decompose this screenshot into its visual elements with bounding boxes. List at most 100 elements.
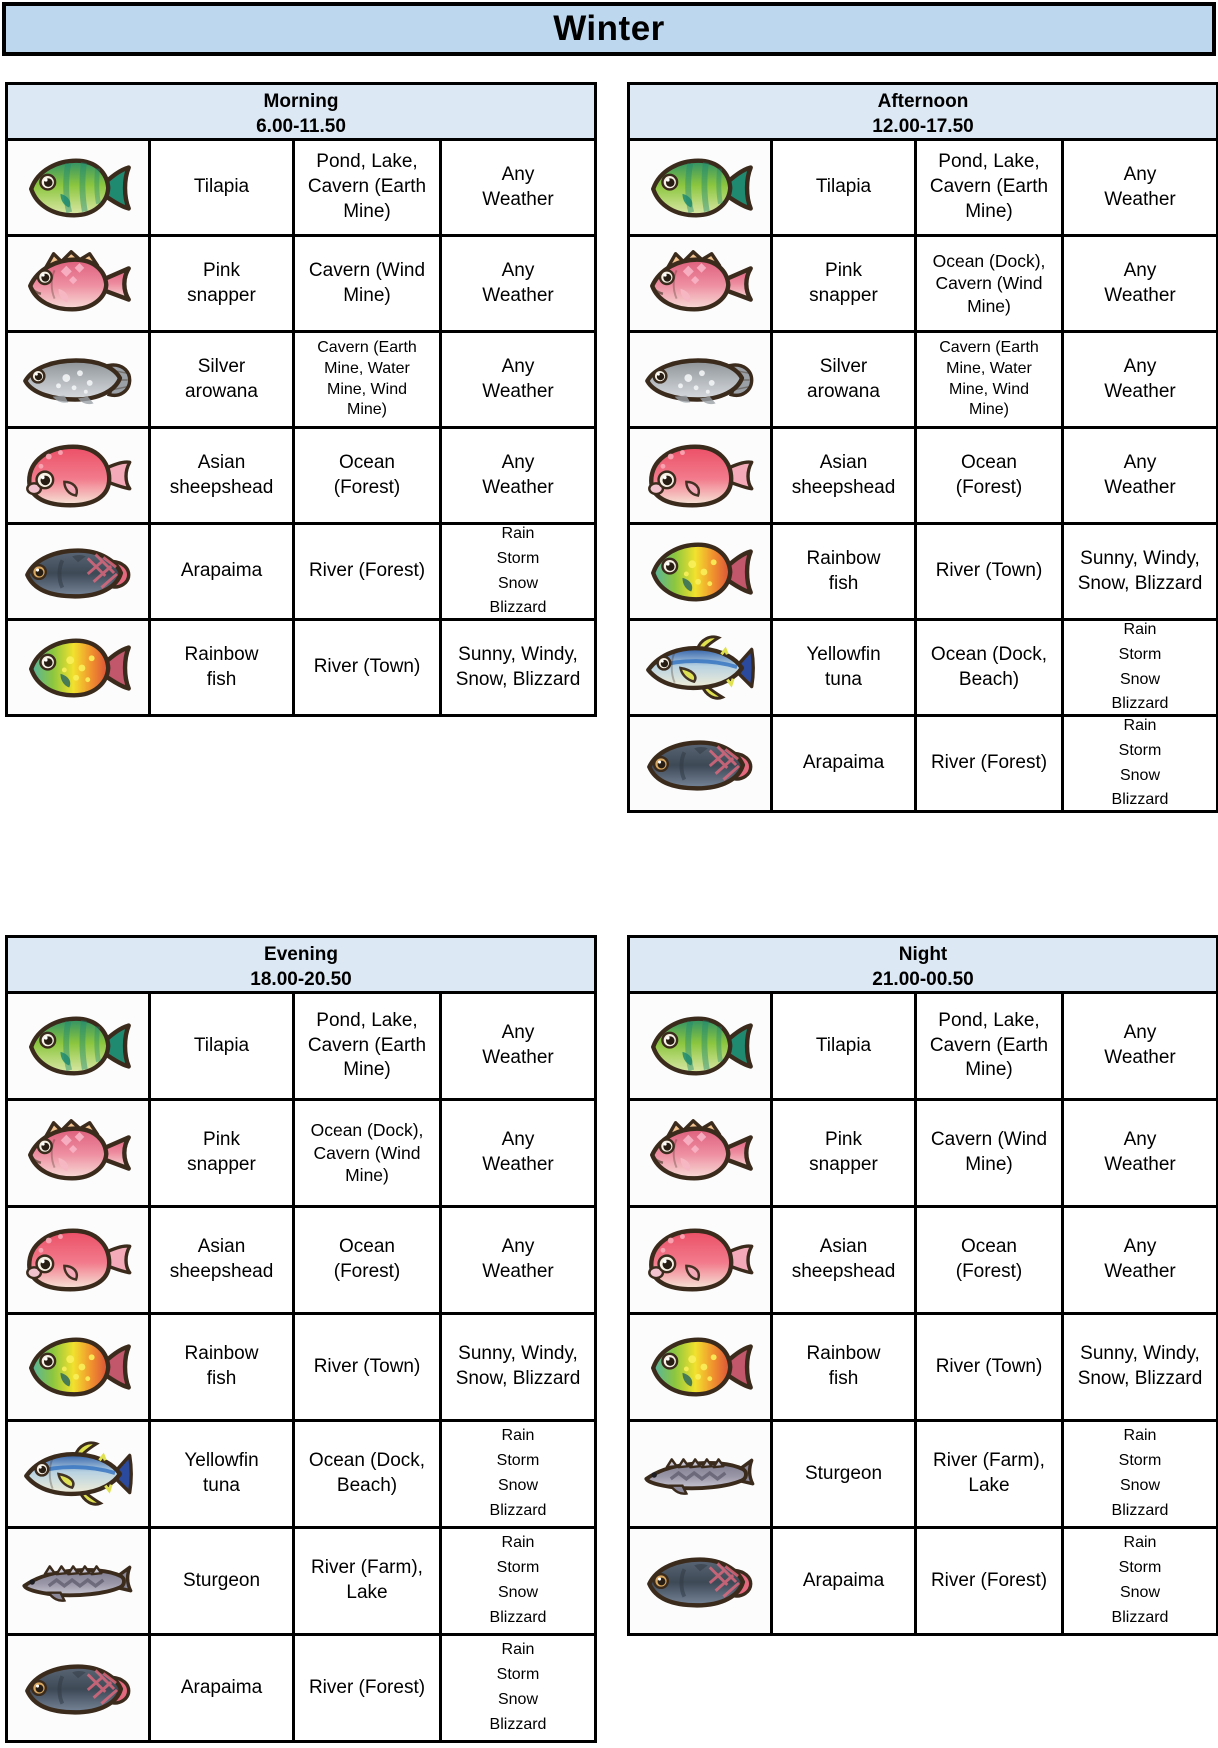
table-row: Asian sheepshead Ocean (Forest) Any Weather [630, 426, 1216, 522]
weather-line: Weather [1104, 380, 1176, 402]
fish-weather: Any Weather [439, 1101, 594, 1205]
fish-image-cell [8, 141, 148, 234]
weather-line: Blizzard [489, 599, 547, 617]
fish-location: Pond, Lake, Cavern (Earth Mine) [292, 994, 439, 1098]
fish-weather: Sunny, Windy, Snow, Blizzard [1061, 1315, 1216, 1419]
weather-line: Weather [1104, 1047, 1176, 1068]
weather-line: Storm [496, 549, 540, 567]
fish-weather: Rain Storm Snow Blizzard [1061, 621, 1216, 714]
table-row: Rainbow fish River (Town) Sunny, Windy, Sno… [8, 1312, 594, 1419]
asian-sheepshead-icon [26, 1228, 132, 1292]
weather-line: Blizzard [1111, 1501, 1169, 1519]
weather-line: Any [501, 451, 535, 473]
sturgeon-icon [22, 1565, 133, 1602]
table-row: Yellowfin tuna Ocean (Dock, Beach) Rain Sto… [630, 618, 1216, 714]
fish-name: Tilapia [148, 994, 292, 1098]
fish-location: Ocean (Forest) [914, 1208, 1061, 1312]
weather-line: Snow, Blizzard [455, 668, 581, 690]
weather-line: Snow, Blizzard [1077, 572, 1203, 594]
fish-location: River (Town) [914, 525, 1061, 618]
weather-line: Rain [501, 1534, 535, 1552]
table-row: Tilapia Pond, Lake, Cavern (Earth Mine) An… [630, 138, 1216, 234]
fish-location: River (Town) [914, 1315, 1061, 1419]
weather-line: Any [501, 1236, 535, 1258]
weather-line: Any [1123, 259, 1157, 281]
fish-weather: Any Weather [1061, 237, 1216, 330]
fish-location: Ocean (Dock), Cavern (Wind Mine) [292, 1101, 439, 1205]
fish-name: Yellowfin tuna [148, 1422, 292, 1526]
fish-weather: Sunny, Windy, Snow, Blizzard [439, 1315, 594, 1419]
table-row: Arapaima River (Forest) Rain Storm Snow Blizz… [8, 522, 594, 618]
fish-image-cell [8, 1422, 148, 1526]
weather-line: Blizzard [489, 1715, 547, 1733]
fish-weather: Any Weather [1061, 1101, 1216, 1205]
tilapia-icon [29, 1016, 131, 1076]
fish-weather: Any Weather [1061, 429, 1216, 522]
weather-line: Any [501, 259, 535, 281]
weather-line: Snow, Blizzard [455, 1368, 581, 1389]
weather-line: Blizzard [1111, 695, 1169, 713]
table-period-header: Afternoon 12.00-17.50 [630, 85, 1216, 138]
period-name: Night [898, 944, 948, 965]
table-row: Arapaima River (Forest) Rain Storm Snow Blizz… [8, 1633, 594, 1740]
fish-location: Cavern (Earth Mine, Water Mine, Wind Min… [292, 333, 439, 426]
table-row: Pink snapper Ocean (Dock), Cavern (Wind M… [630, 234, 1216, 330]
weather-line: Rain [1123, 717, 1157, 734]
fish-weather: Rain Storm Snow Blizzard [1061, 717, 1216, 810]
asian-sheepshead-icon [648, 1228, 754, 1292]
fish-location: River (Forest) [914, 717, 1061, 810]
weather-line: Snow [1119, 766, 1161, 784]
fish-image-cell [630, 333, 770, 426]
arapaima-icon [25, 547, 131, 599]
fish-weather: Any Weather [439, 1208, 594, 1312]
weather-line: Storm [496, 1666, 540, 1684]
arapaima-icon [25, 1664, 131, 1715]
fish-weather: Any Weather [1061, 1208, 1216, 1312]
fish-location: Pond, Lake, Cavern (Earth Mine) [914, 141, 1061, 234]
fish-image-cell [8, 1315, 148, 1419]
table-period-header: Evening 18.00-20.50 [8, 938, 594, 991]
fish-name: Pink snapper [770, 1101, 914, 1205]
rainbow-fish-icon [651, 1337, 753, 1397]
weather-line: Snow [497, 1691, 539, 1708]
fish-weather: Any Weather [439, 237, 594, 330]
fish-name: Pink snapper [148, 237, 292, 330]
weather-line: Weather [1104, 188, 1176, 210]
weather-line: Any [1123, 451, 1157, 473]
table-row: Tilapia Pond, Lake, Cavern (Earth Mine) An… [8, 138, 594, 234]
table-row: Rainbow fish River (Town) Sunny, Windy, Sno… [8, 618, 594, 714]
fish-location: River (Farm), Lake [292, 1529, 439, 1633]
weather-line: Rain [1123, 1534, 1157, 1552]
fish-name: Silver arowana [148, 333, 292, 426]
period-time: 18.00-20.50 [250, 968, 352, 990]
weather-line: Storm [496, 1559, 540, 1577]
silver-arowana-icon [23, 357, 132, 404]
weather-line: Any [1123, 163, 1157, 185]
pink-snapper-icon [650, 1119, 753, 1181]
fish-image-cell [630, 1101, 770, 1205]
weather-line: Snow [1119, 670, 1161, 688]
weather-line: Sunny, Windy, [458, 643, 578, 665]
tilapia-icon [651, 158, 753, 217]
fish-weather: Rain Storm Snow Blizzard [439, 1636, 594, 1740]
table-period-header: Night 21.00-00.50 [630, 938, 1216, 991]
arapaima-icon [647, 1557, 753, 1608]
table-row: Yellowfin tuna Ocean (Dock, Beach) Rain Sto… [8, 1419, 594, 1526]
weather-line: Weather [482, 380, 554, 402]
yellowfin-tuna-icon [24, 1441, 133, 1506]
weather-line: Any [501, 1129, 535, 1151]
fish-weather: Any Weather [439, 141, 594, 234]
fish-image-cell [8, 1208, 148, 1312]
fish-name: Tilapia [148, 141, 292, 234]
fish-location: River (Farm), Lake [914, 1422, 1061, 1526]
table-row: Silver arowana Cavern (Earth Mine, Water … [8, 330, 594, 426]
fish-name: Sturgeon [148, 1529, 292, 1633]
weather-line: Rain [1123, 1427, 1157, 1445]
fish-weather: Rain Storm Snow Blizzard [439, 525, 594, 618]
fish-name: Arapaima [148, 1636, 292, 1740]
fish-location: Cavern (Wind Mine) [292, 237, 439, 330]
rainbow-fish-icon [29, 638, 131, 697]
yellowfin-tuna-icon [646, 634, 755, 700]
pink-snapper-icon [28, 249, 131, 312]
fish-image-cell [8, 621, 148, 714]
